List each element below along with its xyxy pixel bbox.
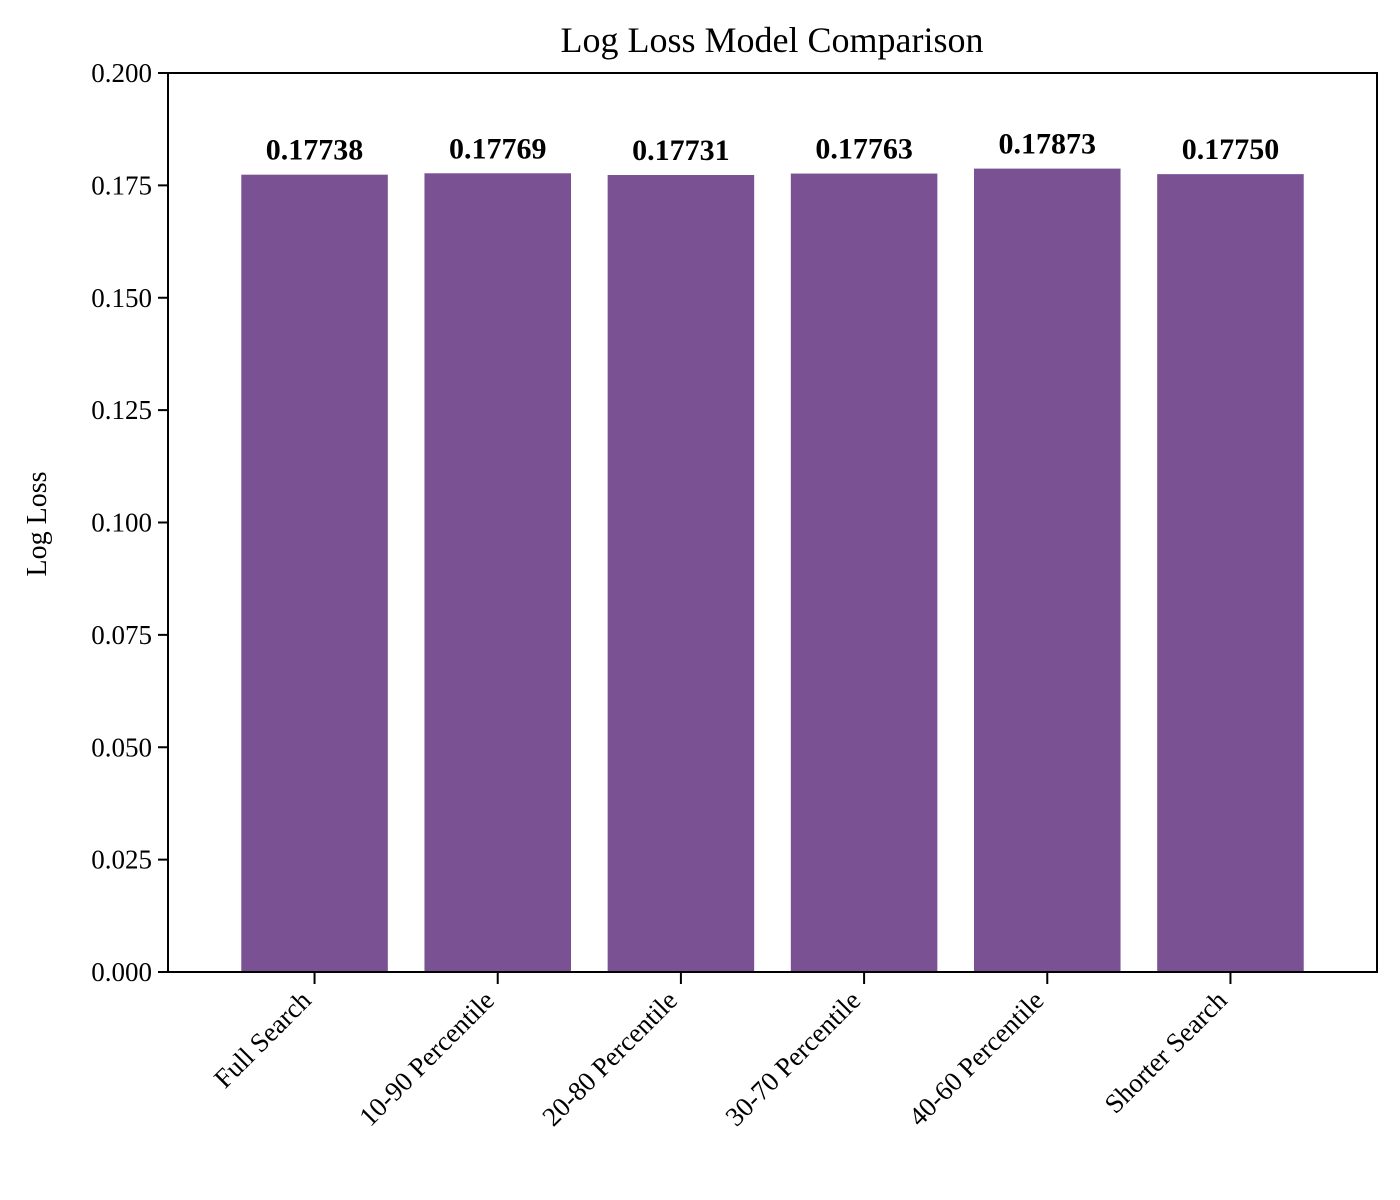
x-tick-label: 20-80 Percentile — [536, 985, 683, 1132]
y-axis-label: Log Loss — [22, 472, 53, 577]
x-tick-label: Full Search — [208, 985, 317, 1094]
bar-value-label: 0.17769 — [449, 132, 547, 165]
y-tick-label: 0.000 — [91, 957, 152, 987]
y-tick-label: 0.125 — [91, 395, 152, 425]
bar — [241, 174, 388, 973]
x-tick-label: 10-90 Percentile — [353, 985, 500, 1132]
bars-group — [241, 168, 1304, 973]
y-tick-label: 0.200 — [91, 58, 152, 88]
bar — [424, 173, 571, 972]
y-tick-label: 0.050 — [91, 732, 152, 762]
chart-title: Log Loss Model Comparison — [561, 20, 984, 60]
x-tick-label: 30-70 Percentile — [719, 985, 866, 1132]
y-tick-label: 0.150 — [91, 283, 152, 313]
bar-value-label: 0.17763 — [815, 133, 913, 166]
bar — [790, 173, 938, 972]
bar-value-label: 0.17738 — [266, 134, 364, 167]
x-axis: Full Search 10-90 Percentile 20-80 Percent… — [208, 972, 1233, 1132]
bar-value-label: 0.17731 — [632, 134, 730, 167]
y-tick-label: 0.175 — [91, 170, 152, 200]
value-labels-group: 0.17738 0.17769 0.17731 0.17763 0.17873 0.177… — [266, 128, 1279, 167]
bar — [1157, 174, 1304, 972]
bar — [607, 174, 755, 972]
bar-value-label: 0.17750 — [1182, 133, 1280, 166]
y-tick-label: 0.075 — [91, 620, 152, 650]
bar — [974, 168, 1121, 972]
y-axis: 0.000 0.025 0.050 0.075 0.100 0.125 0.150 0.175… — [91, 58, 168, 987]
x-tick-label: 40-60 Percentile — [903, 985, 1050, 1132]
bar-value-label: 0.17873 — [999, 128, 1097, 161]
x-tick-label: Shorter Search — [1099, 985, 1233, 1119]
plot-frame — [167, 72, 1378, 973]
y-tick-label: 0.100 — [91, 508, 152, 538]
y-tick-label: 0.025 — [91, 845, 152, 875]
